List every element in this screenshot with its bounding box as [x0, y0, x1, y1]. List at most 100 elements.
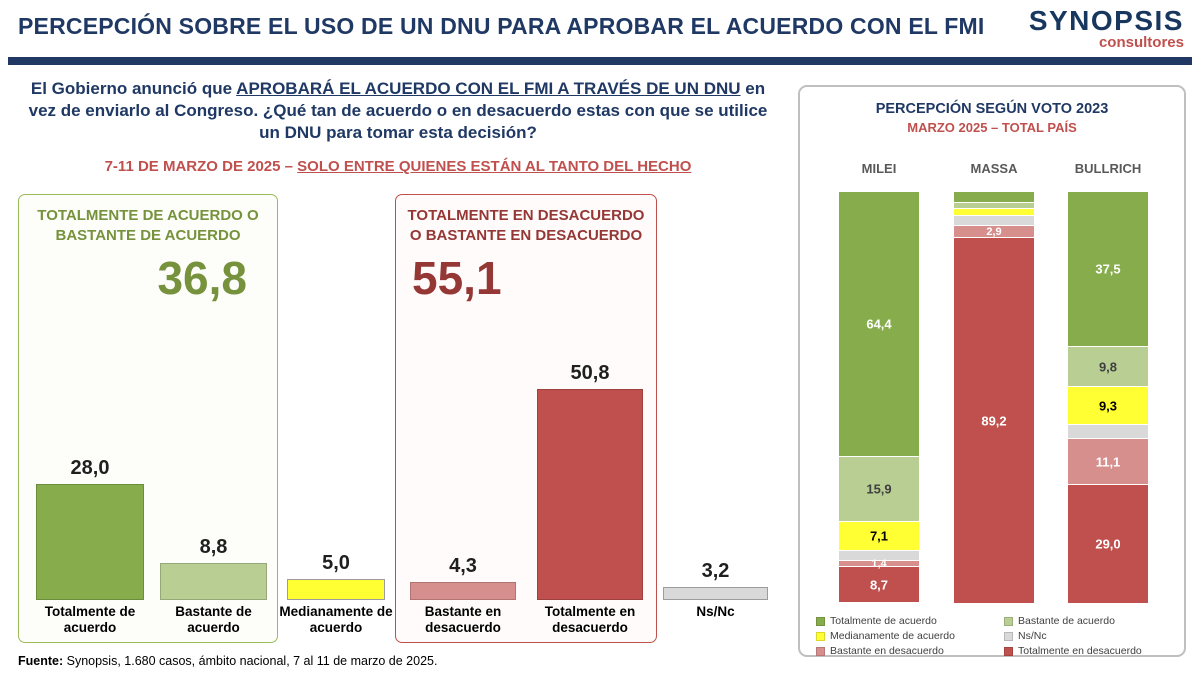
vote-2023-panel: PERCEPCIÓN SEGÚN VOTO 2023 MARZO 2025 – … [798, 85, 1186, 657]
segment-value-label: 2,9 [986, 225, 1002, 238]
disagree-summary-title: TOTALMENTE EN DESACUERDO O BASTANTE EN D… [396, 206, 656, 246]
disagree-title-line1: TOTALMENTE EN DESACUERDO [407, 207, 645, 224]
panel-title: PERCEPCIÓN SEGÚN VOTO 2023 [875, 101, 1109, 117]
source-text: Synopsis, 1.680 casos, ámbito nacional, … [63, 654, 438, 668]
legend-item: Ns/Nc [1004, 629, 1176, 643]
panel-subtitle: MARZO 2025 – TOTAL PAÍS [907, 120, 1077, 135]
stacked-segment [839, 550, 919, 560]
stacked-bar: 2,9 89,2 [954, 192, 1034, 603]
stacked-segment: 89,2 [954, 237, 1034, 603]
bar-value-label: 8,8 [199, 536, 228, 558]
chart-bar [537, 389, 643, 600]
bar-category-label: Medianamente de acuerdo [279, 604, 393, 635]
bar-value-label: 28,0 [70, 457, 110, 479]
stacked-segment [954, 208, 1034, 215]
fieldwork-subtitle: 7-11 DE MARZO DE 2025 – SOLO ENTRE QUIEN… [28, 158, 768, 175]
legend-label: Bastante de acuerdo [1018, 615, 1115, 627]
bar-category-label: Totalmente de acuerdo [44, 604, 136, 635]
column-header: MILEI [861, 161, 897, 176]
segment-value-label: 8,7 [869, 577, 889, 592]
stacked-bar: 37,5 9,8 9,3 11,1 29,0 [1068, 192, 1148, 603]
legend-item: Bastante de acuerdo [1004, 614, 1176, 628]
stacked-bar: 64,4 15,9 7,1 1,4 8,7 [839, 192, 919, 602]
chart-bar [410, 582, 516, 600]
legend-label: Ns/Nc [1018, 630, 1047, 642]
segment-value-label: 1,4 [871, 557, 887, 570]
stacked-segment: 8,7 [839, 566, 919, 602]
legend-item: Totalmente de acuerdo [816, 614, 1004, 628]
legend-label: Totalmente de acuerdo [830, 615, 937, 627]
stacked-segment: 15,9 [839, 456, 919, 521]
legend-swatch [816, 631, 825, 641]
bar-category-label: Bastante en desacuerdo [424, 604, 502, 635]
legend-label: Totalmente en desacuerdo [1018, 645, 1142, 657]
stacked-segment: 2,9 [954, 225, 1034, 238]
bar-value-label: 3,2 [701, 560, 730, 582]
stacked-segment: 37,5 [1068, 192, 1148, 346]
agree-title-line2: BASTANTE DE ACUERDO [55, 226, 241, 244]
stacked-segment: 9,3 [1068, 386, 1148, 424]
stacked-segment [954, 215, 1034, 225]
agree-summary-title: TOTALMENTE DE ACUERDO O BASTANTE DE ACUE… [19, 206, 277, 246]
legend-swatch [816, 616, 825, 626]
legend-swatch [1004, 646, 1013, 656]
legend-swatch [816, 646, 825, 656]
question-pre: El Gobierno anunció que [30, 79, 237, 98]
legend-label: Bastante en desacuerdo [830, 645, 944, 657]
chart-bar [36, 484, 144, 600]
survey-question: El Gobierno anunció que APROBARÁ EL ACUE… [28, 78, 768, 144]
legend-item: Totalmente en desacuerdo [1004, 644, 1176, 658]
source-note: Fuente: Synopsis, 1.680 casos, ámbito na… [18, 654, 437, 668]
bar-category-label: Ns/Nc [696, 604, 735, 619]
column-header: MASSA [970, 161, 1018, 176]
main-bar-chart: TOTALMENTE DE ACUERDO O BASTANTE DE ACUE… [0, 188, 790, 668]
column-header: BULLRICH [1074, 161, 1142, 176]
legend-swatch [1004, 616, 1013, 626]
disagree-total-value: 55,1 [412, 251, 502, 304]
agree-title-line1: TOTALMENTE DE ACUERDO O [37, 207, 259, 224]
disagree-title-line2: O BASTANTE EN DESACUERDO [409, 226, 643, 244]
segment-value-label: 9,3 [1098, 398, 1118, 413]
segment-value-label: 7,1 [869, 528, 889, 544]
segment-value-label: 15,9 [866, 481, 892, 497]
legend-swatch [1004, 631, 1013, 641]
bar-value-label: 4,3 [449, 555, 477, 577]
question-underlined: APROBARÁ EL ACUERDO CON EL FMI A TRAVÉS … [236, 79, 741, 98]
bar-value-label: 50,8 [570, 362, 610, 384]
segment-value-label: 37,5 [1095, 261, 1121, 277]
source-label: Fuente: [18, 654, 64, 668]
stacked-segment: 9,8 [1068, 346, 1148, 386]
chart-bar [287, 579, 385, 600]
bar-category-label: Bastante de acuerdo [175, 604, 252, 635]
chart-bar [663, 587, 768, 600]
bar-value-label: 5,0 [322, 552, 350, 574]
synopsis-logo: SYNOPSIS consultores [1028, 5, 1184, 52]
segment-value-label: 89,2 [981, 413, 1007, 428]
legend-item: Bastante en desacuerdo [816, 644, 1004, 658]
stacked-segment [954, 192, 1034, 202]
stacked-segment: 11,1 [1068, 438, 1148, 484]
question-post: en vez de enviarlo al Congreso. ¿Qué tan… [28, 79, 768, 143]
stacked-bars-area: MILEI 64,4 15,9 7,1 1,4 8,7 MASSA 2,9 89,2 BULLRI… [800, 87, 1184, 655]
logo-tagline: consultores [1098, 34, 1184, 52]
segment-value-label: 29,0 [1095, 536, 1121, 552]
segment-value-label: 9,8 [1098, 359, 1118, 374]
stacked-segment: 1,4 [839, 558, 919, 570]
subtitle-dates: 7-11 DE MARZO DE 2025 – [104, 158, 298, 175]
stacked-segment: 64,4 [839, 192, 919, 456]
bar-category-label: Totalmente en desacuerdo [544, 604, 636, 635]
stacked-segment [1068, 424, 1148, 438]
bars-area: 28,0 Totalmente de acuerdo 8,8 Bastante de … [0, 188, 790, 668]
stacked-segment: 29,0 [1068, 484, 1148, 603]
legend-label: Medianamente de acuerdo [830, 630, 955, 642]
subtitle-underlined: SOLO ENTRE QUIENES ESTÁN AL TANTO DEL HE… [297, 158, 692, 175]
logo-name: SYNOPSIS [1028, 5, 1184, 36]
chart-legend: Totalmente de acuerdo Bastante de acuerdo… [816, 614, 1176, 658]
segment-value-label: 11,1 [1095, 454, 1121, 469]
chart-bar [160, 563, 267, 600]
header-divider [8, 57, 1192, 65]
stacked-segment [954, 202, 1034, 208]
segment-value-label: 64,4 [866, 316, 892, 332]
agree-total-value: 36,8 [157, 251, 247, 304]
legend-item: Medianamente de acuerdo [816, 629, 1004, 643]
